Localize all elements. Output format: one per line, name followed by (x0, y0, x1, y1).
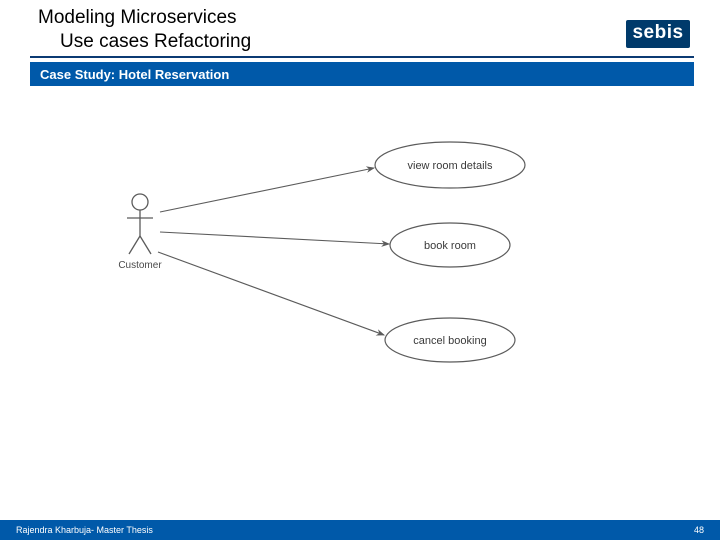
usecase-label: view room details (408, 160, 493, 172)
usecase-label: cancel booking (413, 335, 486, 347)
actor-customer: Customer (118, 194, 162, 271)
usecase-uc2: book room (390, 223, 510, 267)
footer-page-number: 48 (694, 525, 704, 535)
usecase-uc1: view room details (375, 142, 525, 188)
actor-label: Customer (118, 260, 162, 271)
footer: Rajendra Kharbuja- Master Thesis 48 (0, 520, 720, 540)
edge (160, 168, 374, 212)
usecase-uc3: cancel booking (385, 318, 515, 362)
edge (160, 232, 389, 244)
slide: Modeling Microservices Use cases Refacto… (0, 0, 720, 540)
edge (158, 252, 384, 335)
use-case-diagram: Customer view room details book room cancel… (0, 0, 720, 540)
footer-author: Rajendra Kharbuja- Master Thesis (16, 525, 153, 535)
usecase-label: book room (424, 240, 476, 252)
